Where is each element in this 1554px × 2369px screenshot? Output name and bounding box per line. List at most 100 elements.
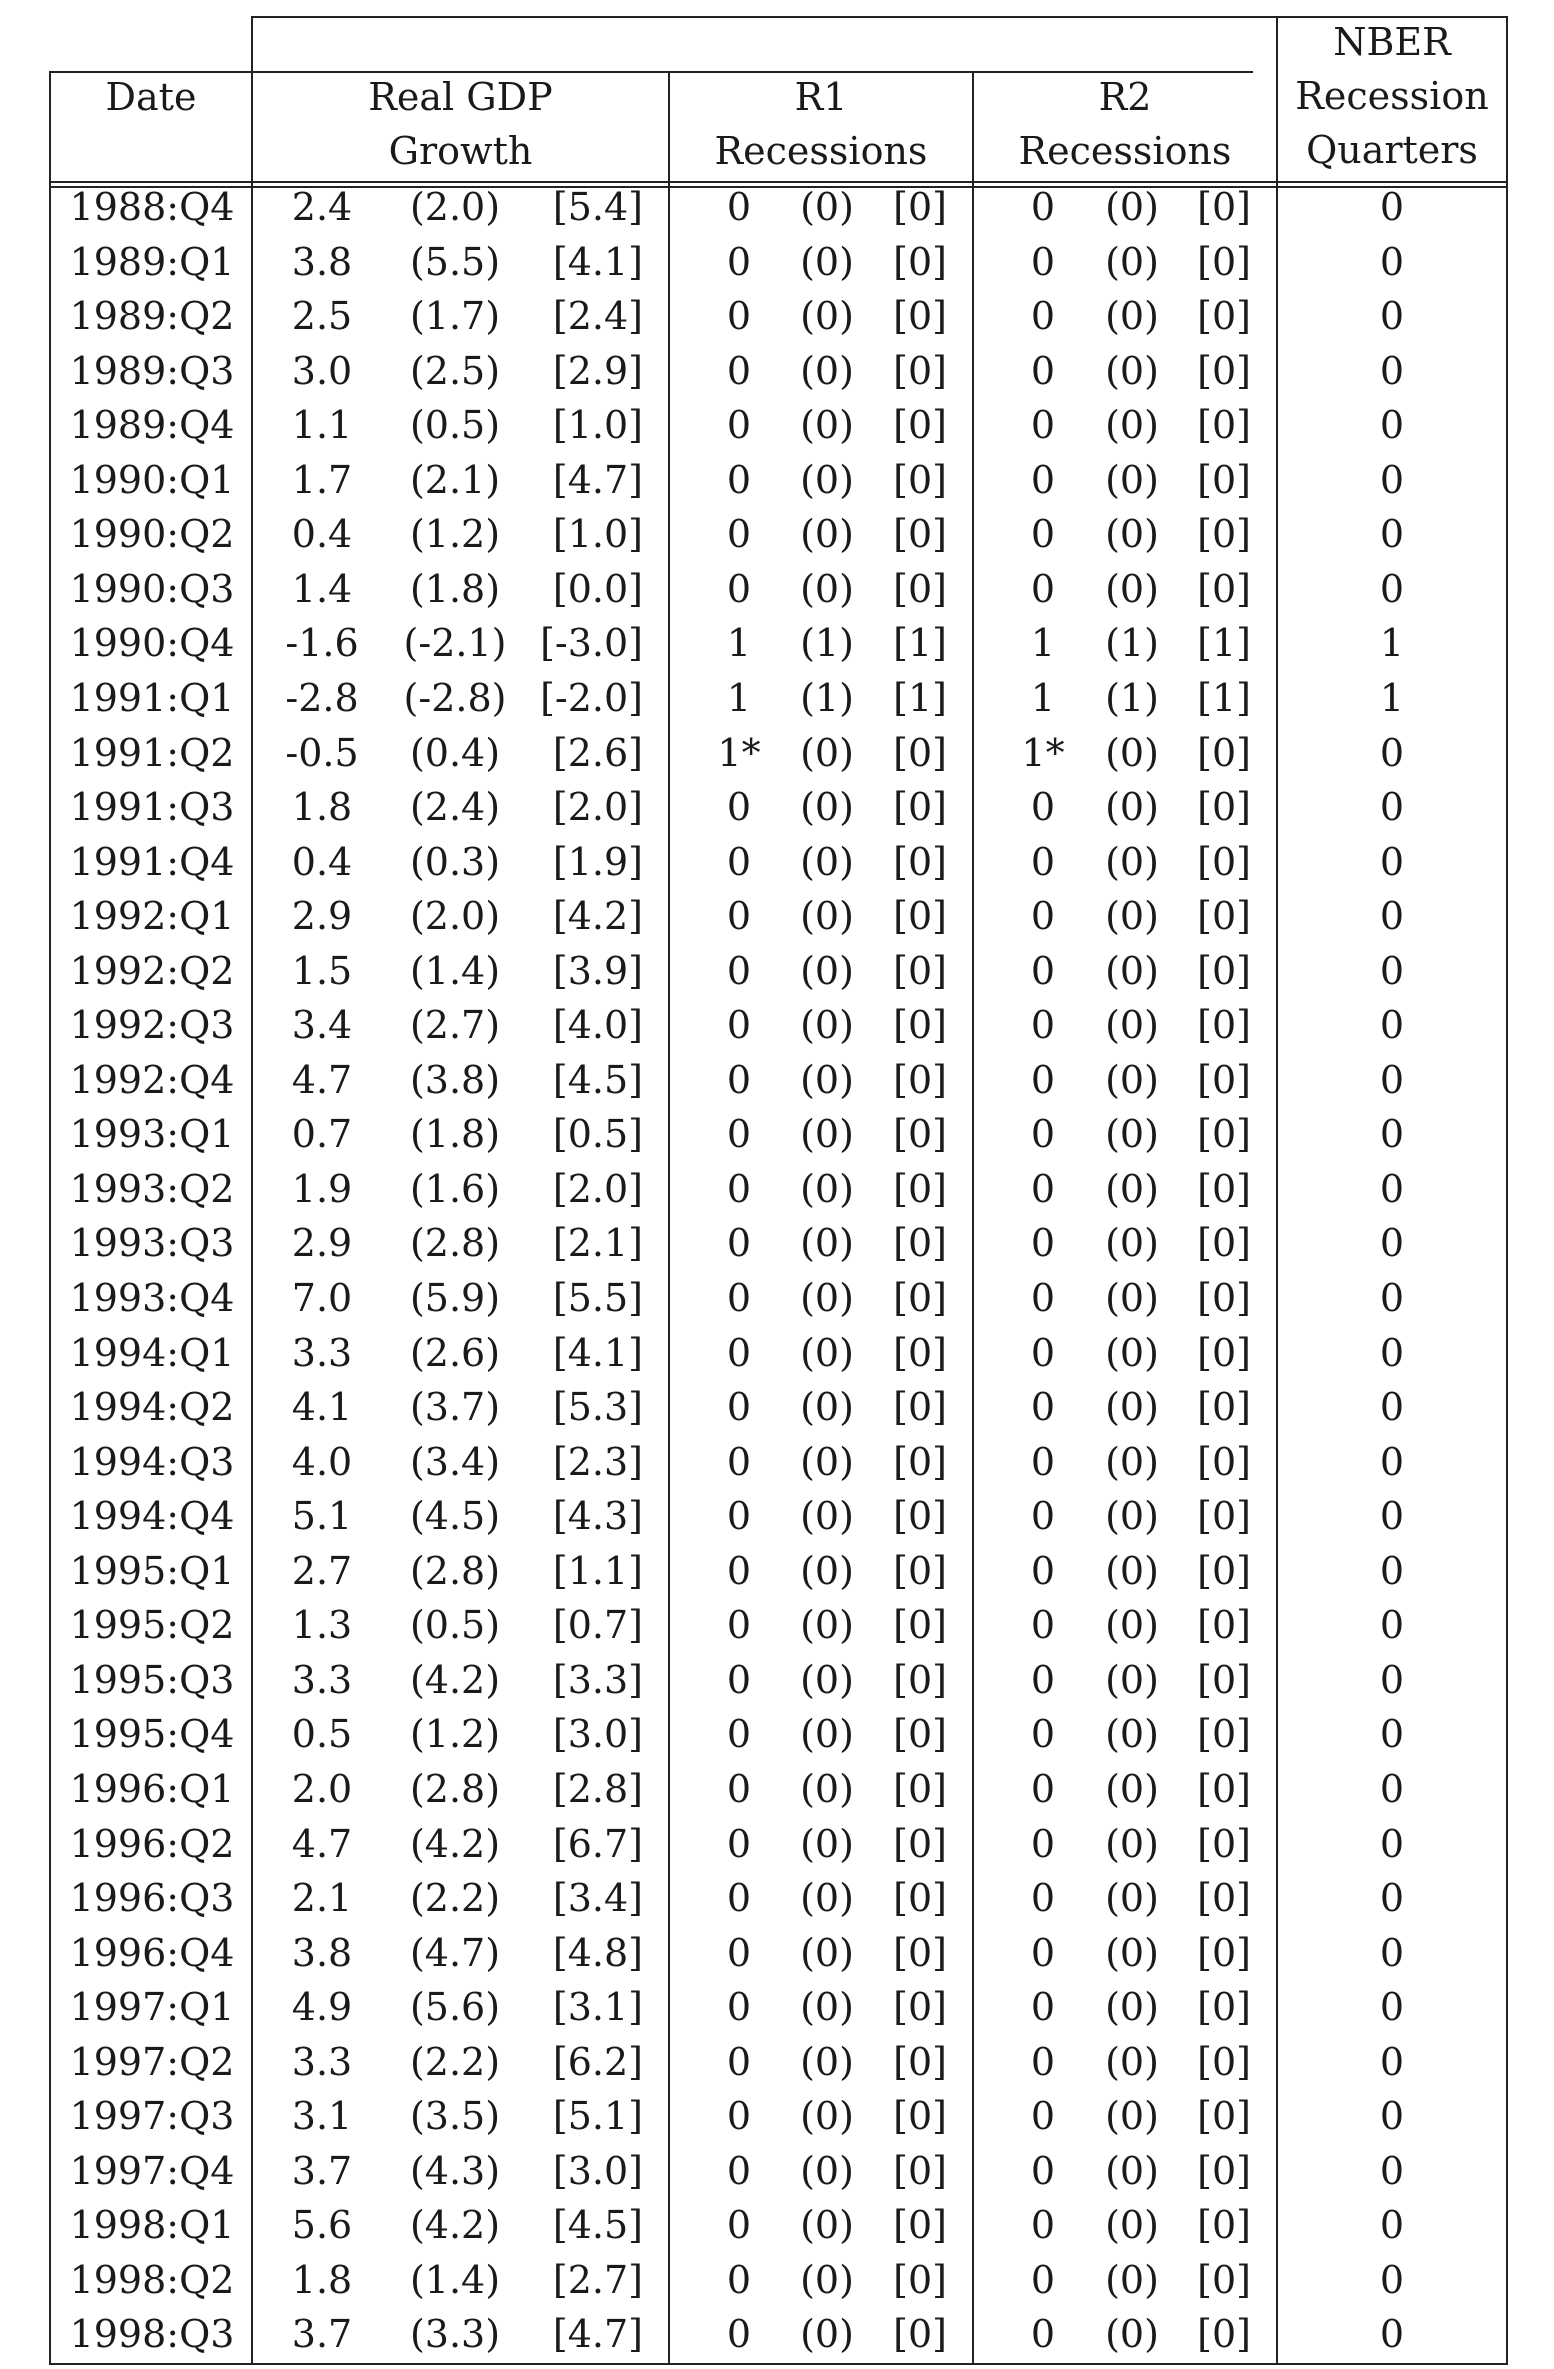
cell-r2-paren: (0) <box>1105 1767 1159 1811</box>
cell-nber: 0 <box>1379 894 1405 938</box>
cell-gdp-value: 0.5 <box>291 1712 353 1756</box>
cell-r2-paren: (0) <box>1105 1003 1159 1047</box>
rule-bottom <box>49 2363 1508 2365</box>
cell-r1-value: 0 <box>726 567 752 611</box>
vrule-r2 <box>1276 16 1278 2365</box>
cell-r2-bracket: [0] <box>1197 1167 1251 1211</box>
cell-gdp-bracket: [0.7] <box>552 1603 643 1647</box>
cell-r2-paren: (0) <box>1105 1385 1159 1429</box>
cell-gdp-value: 3.7 <box>291 2312 353 2356</box>
cell-nber: 1 <box>1379 676 1405 720</box>
cell-gdp-paren: (2.1) <box>409 458 501 502</box>
cell-date: 1990:Q2 <box>69 512 235 556</box>
cell-gdp-value: -0.5 <box>285 731 359 775</box>
cell-gdp-paren: (2.2) <box>409 2040 501 2084</box>
cell-r1-paren: (0) <box>800 240 854 284</box>
cell-gdp-paren: (2.8) <box>409 1221 501 1265</box>
cell-r2-bracket: [0] <box>1197 1003 1251 1047</box>
cell-nber: 0 <box>1379 458 1405 502</box>
cell-gdp-bracket: [3.0] <box>552 1712 643 1756</box>
cell-date: 1993:Q1 <box>69 1112 235 1156</box>
cell-r2-value: 0 <box>1030 403 1056 447</box>
cell-r1-bracket: [1] <box>893 676 947 720</box>
cell-r2-bracket: [0] <box>1197 1221 1251 1265</box>
cell-r1-bracket: [0] <box>893 2094 947 2138</box>
cell-gdp-bracket: [5.3] <box>552 1385 643 1429</box>
cell-nber: 0 <box>1379 731 1405 775</box>
cell-gdp-value: 3.7 <box>291 2149 353 2193</box>
cell-r1-value: 0 <box>726 185 752 229</box>
cell-gdp-bracket: [2.7] <box>552 2258 643 2302</box>
cell-date: 1992:Q4 <box>69 1058 235 1102</box>
cell-gdp-paren: (0.5) <box>409 403 501 447</box>
cell-r1-value: 0 <box>726 1440 752 1484</box>
cell-gdp-value: 2.1 <box>291 1876 353 1920</box>
cell-r1-value: 0 <box>726 1494 752 1538</box>
cell-r2-bracket: [0] <box>1197 785 1251 829</box>
cell-gdp-value: 1.4 <box>291 567 353 611</box>
cell-r2-value: 0 <box>1030 1385 1056 1429</box>
cell-r2-paren: (0) <box>1105 840 1159 884</box>
cell-r1-value: 0 <box>726 1767 752 1811</box>
cell-date: 1994:Q1 <box>69 1331 235 1375</box>
cell-gdp-bracket: [4.1] <box>552 1331 643 1375</box>
cell-gdp-paren: (2.2) <box>409 1876 501 1920</box>
cell-nber: 0 <box>1379 185 1405 229</box>
cell-r1-bracket: [0] <box>893 2258 947 2302</box>
cell-r2-bracket: [0] <box>1197 1331 1251 1375</box>
cell-r1-paren: (0) <box>800 2312 854 2356</box>
cell-r1-paren: (0) <box>800 731 854 775</box>
cell-r1-value: 0 <box>726 1822 752 1866</box>
cell-gdp-bracket: [4.7] <box>552 458 643 502</box>
cell-gdp-value: 1.8 <box>291 2258 353 2302</box>
cell-r1-value: 0 <box>726 894 752 938</box>
cell-gdp-paren: (5.5) <box>409 240 501 284</box>
cell-r2-bracket: [0] <box>1197 949 1251 993</box>
cell-gdp-paren: (4.7) <box>409 1931 501 1975</box>
cell-r1-paren: (0) <box>800 1112 854 1156</box>
cell-r1-value: 0 <box>726 512 752 556</box>
cell-nber: 0 <box>1379 240 1405 284</box>
cell-r2-paren: (0) <box>1105 1549 1159 1593</box>
cell-date: 1994:Q3 <box>69 1440 235 1484</box>
cell-gdp-value: 1.5 <box>291 949 353 993</box>
cell-r2-bracket: [0] <box>1197 403 1251 447</box>
cell-r2-bracket: [0] <box>1197 1549 1251 1593</box>
cell-r1-value: 0 <box>726 1985 752 2029</box>
cell-date: 1995:Q2 <box>69 1603 235 1647</box>
cell-gdp-bracket: [1.9] <box>552 840 643 884</box>
cell-r1-paren: (0) <box>800 1440 854 1484</box>
cell-r2-paren: (0) <box>1105 785 1159 829</box>
cell-gdp-value: 3.3 <box>291 1331 353 1375</box>
cell-nber: 0 <box>1379 1331 1405 1375</box>
cell-gdp-paren: (4.3) <box>409 2149 501 2193</box>
cell-r2-bracket: [0] <box>1197 1712 1251 1756</box>
cell-gdp-value: -1.6 <box>285 621 359 665</box>
cell-r2-bracket: [0] <box>1197 458 1251 502</box>
cell-r1-paren: (0) <box>800 2040 854 2084</box>
cell-gdp-bracket: [0.5] <box>552 1112 643 1156</box>
cell-r1-bracket: [0] <box>893 1549 947 1593</box>
cell-gdp-value: 0.4 <box>291 840 353 884</box>
cell-gdp-value: 2.9 <box>291 1221 353 1265</box>
cell-r1-paren: (0) <box>800 1985 854 2029</box>
cell-r2-bracket: [1] <box>1197 676 1251 720</box>
cell-gdp-value: 3.3 <box>291 2040 353 2084</box>
cell-r1-bracket: [0] <box>893 567 947 611</box>
cell-r1-paren: (0) <box>800 1276 854 1320</box>
cell-gdp-value: 2.5 <box>291 294 353 338</box>
cell-date: 1989:Q4 <box>69 403 235 447</box>
cell-r1-paren: (0) <box>800 512 854 556</box>
cell-r2-paren: (0) <box>1105 1876 1159 1920</box>
cell-r2-value: 0 <box>1030 1767 1056 1811</box>
cell-r1-bracket: [0] <box>893 1931 947 1975</box>
cell-date: 1991:Q2 <box>69 731 235 775</box>
cell-r2-value: 0 <box>1030 1494 1056 1538</box>
cell-r2-bracket: [0] <box>1197 2312 1251 2356</box>
cell-r2-paren: (0) <box>1105 949 1159 993</box>
cell-nber: 0 <box>1379 785 1405 829</box>
cell-gdp-paren: (0.4) <box>409 731 501 775</box>
cell-r1-paren: (0) <box>800 1712 854 1756</box>
cell-r2-paren: (0) <box>1105 349 1159 393</box>
cell-gdp-paren: (4.2) <box>409 2203 501 2247</box>
